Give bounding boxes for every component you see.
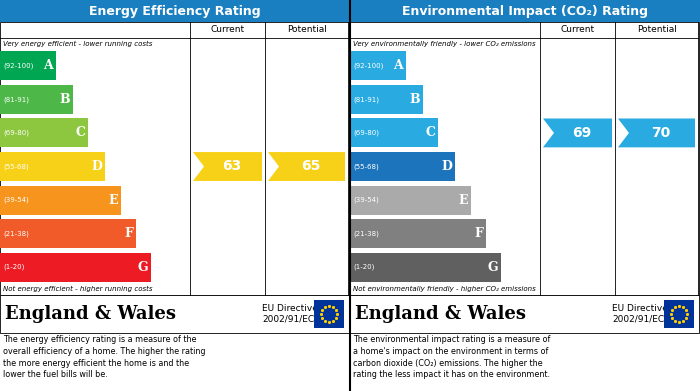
- Text: 69: 69: [572, 126, 592, 140]
- Text: Energy Efficiency Rating: Energy Efficiency Rating: [89, 5, 261, 18]
- Bar: [350, 85, 423, 114]
- Bar: [0, 186, 120, 215]
- Text: (1-20): (1-20): [353, 264, 375, 271]
- Text: D: D: [92, 160, 102, 173]
- Bar: [350, 118, 438, 147]
- Text: E: E: [458, 194, 468, 206]
- Text: 65: 65: [302, 160, 321, 174]
- Text: A: A: [43, 59, 53, 72]
- Text: The environmental impact rating is a measure of
a home's impact on the environme: The environmental impact rating is a mea…: [353, 335, 550, 379]
- Text: England & Wales: England & Wales: [5, 305, 176, 323]
- Bar: [0, 22, 349, 295]
- Bar: [350, 186, 470, 215]
- Text: (81-91): (81-91): [353, 96, 379, 102]
- Text: (1-20): (1-20): [3, 264, 25, 271]
- Polygon shape: [193, 152, 262, 181]
- Bar: [0, 51, 56, 80]
- Text: (55-68): (55-68): [353, 163, 379, 170]
- Text: Current: Current: [211, 25, 244, 34]
- Text: B: B: [410, 93, 420, 106]
- Text: The energy efficiency rating is a measure of the
overall efficiency of a home. T: The energy efficiency rating is a measur…: [3, 335, 206, 379]
- Text: Very environmentally friendly - lower CO₂ emissions: Very environmentally friendly - lower CO…: [353, 41, 536, 47]
- Text: C: C: [76, 126, 85, 140]
- Text: Potential: Potential: [287, 25, 327, 34]
- Text: G: G: [137, 261, 148, 274]
- Text: E: E: [108, 194, 118, 206]
- Text: 70: 70: [652, 126, 671, 140]
- Bar: [0, 118, 88, 147]
- Polygon shape: [268, 152, 345, 181]
- Text: (39-54): (39-54): [353, 197, 379, 203]
- Polygon shape: [543, 118, 612, 147]
- Bar: [350, 219, 486, 248]
- Text: A: A: [393, 59, 403, 72]
- Bar: [350, 22, 699, 295]
- Bar: [0, 219, 136, 248]
- Text: (69-80): (69-80): [353, 130, 379, 136]
- Text: EU Directive
2002/91/EC: EU Directive 2002/91/EC: [612, 304, 668, 324]
- Text: (92-100): (92-100): [3, 63, 34, 69]
- Text: (81-91): (81-91): [3, 96, 29, 102]
- Text: Environmental Impact (CO₂) Rating: Environmental Impact (CO₂) Rating: [402, 5, 648, 18]
- Bar: [350, 295, 699, 333]
- Text: C: C: [426, 126, 435, 140]
- Bar: [0, 0, 350, 22]
- Text: Not energy efficient - higher running costs: Not energy efficient - higher running co…: [3, 286, 153, 292]
- Bar: [0, 152, 106, 181]
- Text: (55-68): (55-68): [3, 163, 29, 170]
- Text: Potential: Potential: [637, 25, 677, 34]
- Text: Very energy efficient - lower running costs: Very energy efficient - lower running co…: [3, 41, 153, 47]
- Text: (21-38): (21-38): [353, 230, 379, 237]
- Text: (21-38): (21-38): [3, 230, 29, 237]
- Bar: [314, 300, 344, 328]
- Text: 63: 63: [222, 160, 242, 174]
- Text: G: G: [487, 261, 498, 274]
- Text: England & Wales: England & Wales: [355, 305, 526, 323]
- Text: (39-54): (39-54): [3, 197, 29, 203]
- Bar: [0, 85, 74, 114]
- Polygon shape: [618, 118, 695, 147]
- Bar: [350, 253, 501, 282]
- Bar: [350, 152, 456, 181]
- Text: EU Directive
2002/91/EC: EU Directive 2002/91/EC: [262, 304, 318, 324]
- Text: D: D: [442, 160, 452, 173]
- Text: F: F: [474, 227, 483, 240]
- Bar: [0, 253, 151, 282]
- Text: Current: Current: [561, 25, 594, 34]
- Text: Not environmentally friendly - higher CO₂ emissions: Not environmentally friendly - higher CO…: [353, 286, 536, 292]
- Bar: [664, 300, 694, 328]
- Text: F: F: [124, 227, 133, 240]
- Text: B: B: [60, 93, 70, 106]
- Text: (69-80): (69-80): [3, 130, 29, 136]
- Text: (92-100): (92-100): [353, 63, 384, 69]
- Bar: [0, 295, 349, 333]
- Bar: [350, 0, 700, 22]
- Bar: [350, 51, 406, 80]
